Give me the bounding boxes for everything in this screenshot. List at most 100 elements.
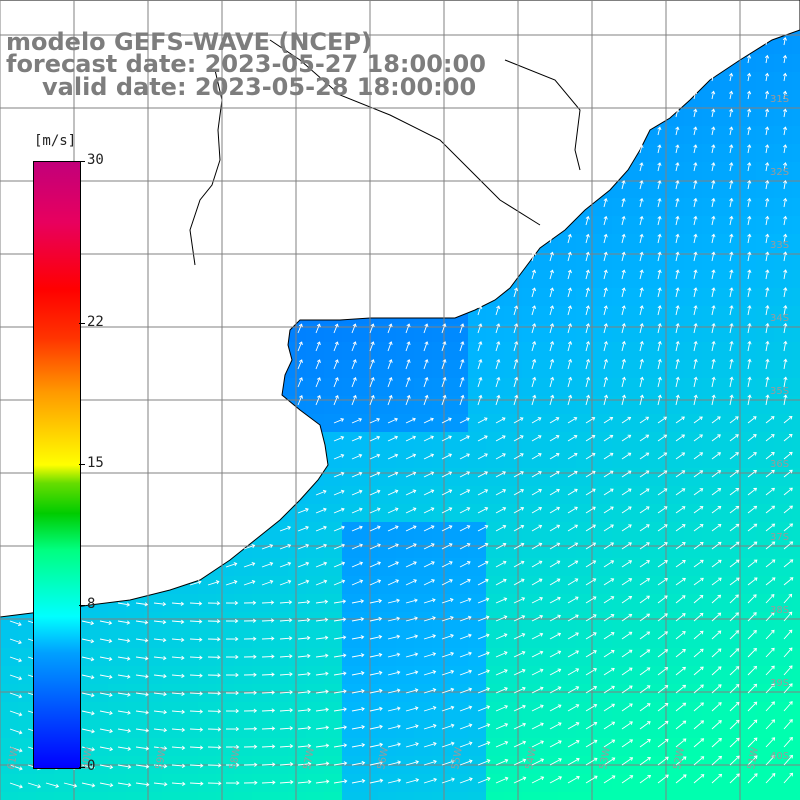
wind-cell	[378, 558, 397, 577]
wind-arrow	[657, 394, 662, 406]
wind-cell	[720, 558, 739, 577]
wind-arrow	[765, 773, 776, 784]
wind-cell	[774, 288, 793, 307]
wind-cell	[684, 594, 703, 613]
wind-cell	[684, 234, 703, 253]
wind-cell	[270, 684, 289, 703]
wind-cell	[450, 450, 469, 469]
wind-arrow	[783, 179, 788, 190]
wind-arrow	[657, 358, 662, 370]
wind-arrow	[639, 757, 651, 766]
wind-cell	[738, 558, 757, 577]
wind-cell	[378, 702, 397, 721]
wind-arrow	[9, 674, 23, 681]
wind-arrow	[657, 305, 662, 316]
wind-arrow	[585, 287, 590, 298]
wind-cell	[630, 432, 649, 451]
wind-cell	[540, 774, 559, 793]
wind-arrow	[279, 762, 294, 767]
wind-arrow	[765, 577, 776, 586]
latitude-label: 36S	[770, 459, 789, 470]
wind-arrow	[567, 305, 573, 316]
wind-arrow	[567, 506, 578, 514]
wind-cell	[432, 738, 451, 757]
wind-arrow	[459, 759, 473, 766]
wind-cell	[612, 774, 631, 793]
wind-cell	[576, 288, 595, 307]
wind-cell	[576, 792, 595, 800]
wind-arrow	[729, 90, 734, 100]
wind-cell	[468, 720, 487, 739]
wind-cell	[630, 198, 649, 217]
wind-arrow	[513, 287, 519, 298]
wind-arrow	[351, 525, 363, 532]
wind-cell	[342, 702, 361, 721]
wind-arrow	[171, 601, 185, 606]
wind-arrow	[567, 524, 579, 532]
wind-arrow	[549, 722, 562, 730]
wind-cell	[666, 216, 685, 235]
wind-arrow	[405, 724, 419, 730]
wind-cell	[216, 648, 235, 667]
wind-cell	[594, 594, 613, 613]
wind-cell	[756, 270, 775, 289]
wind-arrow	[693, 452, 704, 460]
wind-arrow	[9, 620, 22, 627]
wind-arrow	[351, 561, 364, 568]
wind-cell	[198, 648, 217, 667]
wind-arrow	[459, 394, 465, 406]
wind-cell	[180, 774, 199, 793]
wind-arrow	[495, 524, 507, 532]
wind-arrow	[747, 647, 757, 658]
wind-arrow	[513, 506, 525, 514]
wind-arrow	[369, 706, 383, 712]
wind-cell	[234, 792, 253, 800]
wind-arrow	[423, 341, 429, 352]
wind-arrow	[585, 739, 598, 748]
wind-arrow	[783, 358, 788, 370]
wind-cell	[792, 108, 800, 127]
wind-arrow	[693, 666, 704, 676]
wind-arrow	[621, 560, 633, 568]
wind-cell	[792, 648, 800, 667]
wind-arrow	[657, 376, 662, 388]
wind-arrow	[405, 323, 411, 334]
wind-cell	[108, 648, 127, 667]
wind-cell	[486, 360, 505, 379]
wind-cell	[432, 450, 451, 469]
wind-arrow	[297, 635, 311, 641]
wind-arrow	[369, 435, 381, 442]
wind-cell	[306, 522, 325, 541]
wind-cell	[504, 648, 523, 667]
wind-arrow	[405, 359, 411, 370]
wind-arrow	[405, 471, 417, 478]
wind-arrow	[729, 287, 734, 298]
wind-arrow	[333, 725, 348, 730]
wind-cell	[630, 486, 649, 505]
wind-arrow	[387, 760, 402, 766]
wind-cell	[108, 666, 127, 685]
wind-cell	[738, 162, 757, 181]
wind-arrow	[603, 197, 608, 208]
wind-cell	[270, 522, 289, 541]
wind-arrow	[693, 376, 698, 388]
wind-cell	[774, 522, 793, 541]
wind-arrow	[423, 453, 435, 460]
wind-arrow	[315, 653, 329, 658]
wind-cell	[756, 108, 775, 127]
colorbar	[33, 161, 81, 769]
wind-cell	[90, 648, 109, 667]
wind-cell	[234, 666, 253, 685]
wind-arrow	[387, 561, 399, 568]
wind-cell	[414, 540, 433, 559]
wind-cell	[576, 396, 595, 415]
wind-arrow	[261, 780, 276, 785]
wind-arrow	[765, 126, 770, 136]
wind-cell	[576, 216, 595, 235]
wind-cell	[450, 774, 469, 793]
wind-arrow	[297, 599, 311, 605]
wind-arrow	[189, 655, 203, 660]
wind-arrow	[693, 684, 704, 694]
wind-cell	[558, 342, 577, 361]
wind-arrow	[693, 180, 698, 190]
